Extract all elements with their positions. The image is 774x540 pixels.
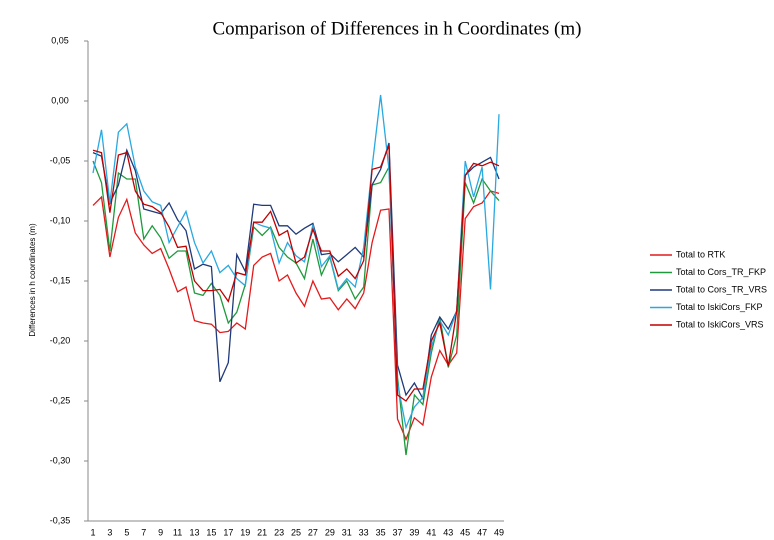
y-tick-label: 0,05 (51, 35, 69, 45)
y-tick-label: -0,05 (50, 155, 71, 165)
x-tick-label: 39 (409, 527, 419, 537)
x-tick-label: 45 (460, 527, 470, 537)
x-tick-label: 41 (426, 527, 436, 537)
x-tick-label: 3 (107, 527, 112, 537)
x-tick-label: 11 (173, 527, 182, 537)
x-tick-label: 33 (359, 527, 369, 537)
x-tick-label: 21 (257, 527, 267, 537)
y-tick-label: -0,30 (50, 455, 71, 465)
legend-label: Total to IskiCors_FKP (676, 302, 763, 312)
y-tick-label: -0,25 (50, 395, 71, 405)
y-axis-label: Differences in h coordinates (m) (28, 223, 37, 337)
series-line (92, 190, 500, 442)
x-tick-label: 31 (342, 527, 352, 537)
series-line (92, 145, 500, 402)
x-tick-label: 7 (141, 527, 146, 537)
x-tick-label: 19 (240, 527, 250, 537)
x-tick-label: 23 (274, 527, 284, 537)
x-tick-label: 37 (392, 527, 402, 537)
y-tick-label: -0,20 (50, 335, 71, 345)
x-tick-label: 35 (376, 527, 386, 537)
legend-label: Total to Cors_TR_FKP (676, 267, 766, 277)
y-tick-label: -0,10 (50, 215, 71, 225)
x-tick-label: 17 (223, 527, 233, 537)
x-tick-label: 47 (477, 527, 487, 537)
legend-label: Total to IskiCors_VRS (676, 319, 764, 329)
x-tick-label: 13 (189, 527, 199, 537)
x-tick-label: 27 (308, 527, 318, 537)
x-tick-label: 5 (124, 527, 129, 537)
x-tick-label: 9 (158, 527, 163, 537)
legend-label: Total to RTK (676, 249, 725, 259)
series-line (92, 94, 500, 430)
x-tick-label: 29 (325, 527, 335, 537)
x-tick-label: 25 (291, 527, 301, 537)
series-line (92, 160, 500, 456)
chart-title: Comparison of Differences in h Coordinat… (212, 18, 581, 39)
y-tick-label: -0,15 (50, 275, 71, 285)
x-tick-label: 43 (443, 527, 453, 537)
x-tick-label: 49 (494, 527, 504, 537)
legend-label: Total to Cors_TR_VRS (676, 284, 767, 294)
y-tick-label: 0,00 (51, 95, 69, 105)
series-line (92, 142, 500, 401)
y-tick-label: -0,35 (50, 515, 71, 525)
x-tick-label: 1 (90, 527, 95, 537)
x-tick-label: 15 (206, 527, 216, 537)
